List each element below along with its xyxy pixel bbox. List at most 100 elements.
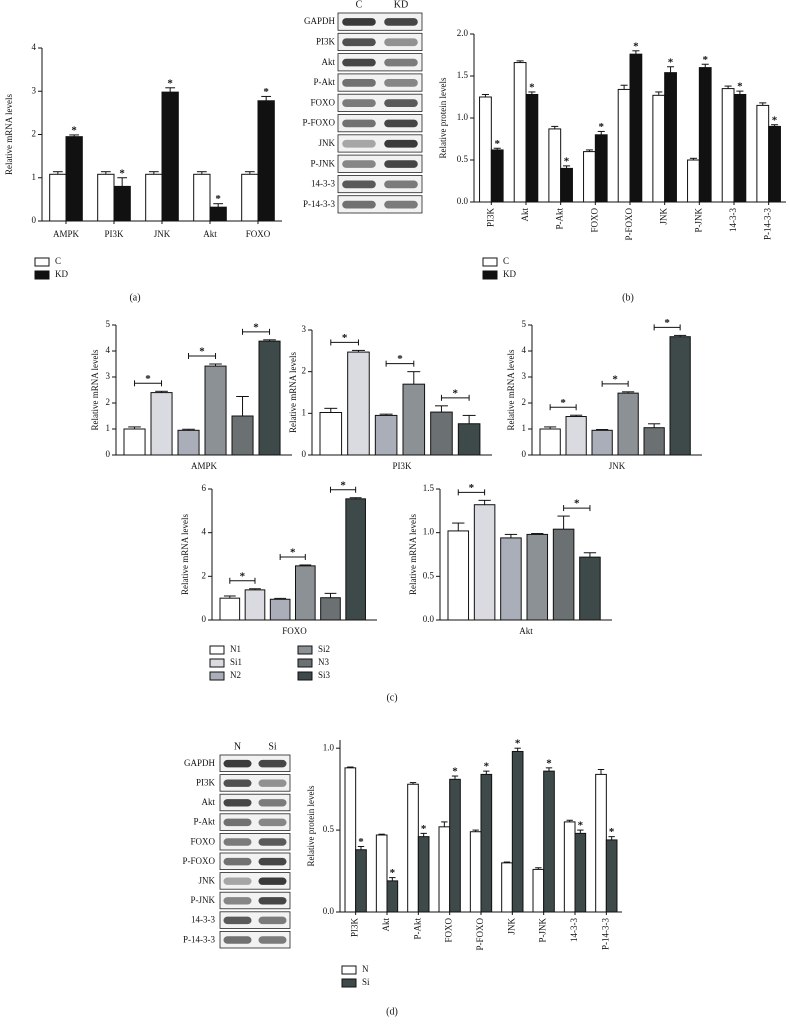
- legend-swatch: [482, 270, 498, 280]
- y-tick-label: 1.5: [423, 483, 435, 493]
- y-tick-label: 0: [302, 449, 307, 459]
- bar: [386, 880, 399, 913]
- blot-band: [384, 180, 418, 189]
- y-tick-label: 3: [106, 371, 111, 381]
- bar: [161, 91, 179, 222]
- blot-frame: [337, 53, 423, 72]
- x-tick-label: JNK: [506, 918, 516, 935]
- blot-row-label: FOXO: [190, 836, 215, 846]
- y-axis-label: Relative mRNA levels: [408, 514, 418, 595]
- blot-frame: [219, 774, 291, 792]
- significance-star: *: [340, 479, 346, 491]
- x-tick-label: JNK: [659, 208, 669, 225]
- bar: [643, 427, 665, 456]
- bar: [629, 53, 643, 203]
- significance-star: *: [664, 317, 670, 329]
- y-tick-label: 5: [106, 319, 111, 329]
- blot-row-label: GAPDH: [304, 16, 336, 26]
- bar: [49, 173, 67, 222]
- legend-swatch: [341, 978, 357, 988]
- legend-swatch: [297, 671, 313, 681]
- blot-band: [384, 18, 418, 26]
- bar: [430, 411, 453, 456]
- bar: [457, 423, 481, 456]
- y-axis-label: Relative mRNA levels: [506, 349, 516, 430]
- blot-band: [258, 799, 287, 807]
- blot-band: [223, 857, 252, 866]
- blot-column-label: N: [234, 741, 241, 752]
- y-tick-label: 1: [302, 407, 307, 417]
- y-tick-label: 2: [522, 397, 527, 407]
- legend-label: N3: [318, 657, 329, 667]
- legend-swatch: [209, 658, 225, 668]
- y-tick-label: 3: [302, 324, 307, 334]
- x-tick-label: P-Akt: [412, 918, 422, 940]
- bar: [438, 826, 451, 913]
- blot-row-label: P-Akt: [313, 77, 335, 87]
- bar: [241, 173, 259, 222]
- x-tick-label: Akt: [203, 229, 217, 239]
- legend-label: N1: [230, 644, 241, 654]
- bar: [319, 412, 343, 456]
- bar: [204, 365, 227, 456]
- blot-band: [258, 759, 287, 768]
- blot-band: [258, 779, 287, 787]
- bar: [579, 556, 601, 621]
- bar: [698, 67, 712, 203]
- bar: [295, 565, 316, 621]
- blot-frame: [219, 813, 291, 831]
- legend-label: N: [362, 964, 369, 974]
- x-tick-label: FOXO: [246, 229, 271, 239]
- legend-label: KD: [503, 269, 516, 279]
- significance-star: *: [167, 77, 173, 89]
- panel-label: (c): [386, 692, 397, 703]
- significance-star: *: [609, 826, 615, 838]
- significance-star: *: [484, 761, 490, 773]
- bar: [375, 834, 388, 913]
- bar: [583, 151, 596, 203]
- legend-swatch: [209, 645, 225, 655]
- blot-band: [342, 78, 376, 87]
- blot-band: [223, 838, 252, 846]
- bar: [257, 100, 275, 222]
- blot-band: [223, 779, 252, 787]
- blot-row-label: P-14-3-3: [183, 934, 215, 944]
- bar: [150, 392, 173, 456]
- significance-star: *: [453, 387, 459, 399]
- blot-band: [342, 180, 376, 189]
- bar: [526, 533, 549, 621]
- x-tick-label: P-JNK: [538, 918, 548, 943]
- y-axis-label: Relative mRNA levels: [4, 94, 14, 175]
- y-tick-label: 1: [32, 172, 37, 182]
- blot-row-label: P-Akt: [193, 817, 215, 827]
- blot-frame: [219, 754, 291, 773]
- blot-band: [342, 200, 376, 209]
- blot-band: [342, 160, 376, 168]
- blot-column-label: C: [356, 0, 363, 10]
- bar: [345, 498, 366, 621]
- bar: [231, 415, 254, 456]
- bar: [320, 597, 341, 621]
- x-axis-label: FOXO: [282, 626, 307, 636]
- y-axis-label: Relative protein levels: [306, 785, 316, 866]
- legend-label: Si2: [318, 644, 330, 654]
- legend-swatch: [34, 270, 50, 280]
- bar: [269, 598, 291, 621]
- blot-frame: [337, 73, 423, 92]
- blot-band: [342, 38, 376, 47]
- significance-star: *: [452, 766, 458, 778]
- y-tick-label: 6: [202, 483, 207, 493]
- blot-band: [342, 139, 376, 148]
- x-axis-label: PI3K: [392, 461, 412, 471]
- blot-frame: [337, 174, 423, 194]
- significance-star: *: [469, 482, 475, 494]
- bar: [193, 173, 211, 222]
- panel-label: (a): [129, 292, 140, 303]
- blot-frame: [337, 195, 423, 214]
- significance-star: *: [263, 86, 269, 98]
- significance-star: *: [515, 738, 521, 750]
- significance-star: *: [578, 820, 584, 832]
- significance-star: *: [290, 547, 296, 559]
- blot-row-label: FOXO: [310, 97, 335, 107]
